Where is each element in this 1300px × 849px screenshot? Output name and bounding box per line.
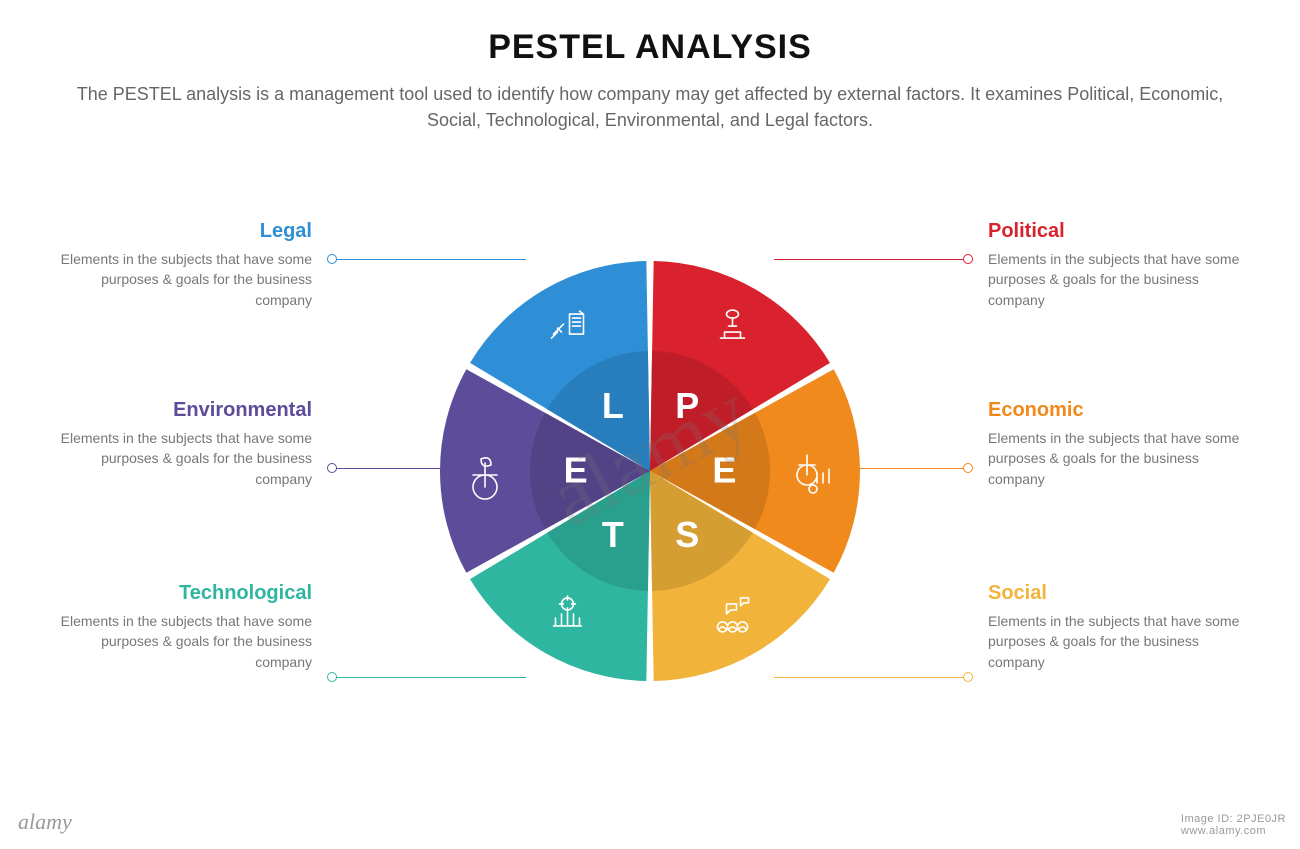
connector-technological	[332, 677, 526, 678]
callout-title-environmental: Environmental	[52, 399, 312, 422]
connector-economic	[855, 468, 968, 469]
connector-political	[774, 259, 968, 260]
watermark-footer-logo: alamy	[18, 809, 72, 835]
callout-title-economic: Economic	[988, 399, 1248, 422]
callout-environmental: Environmental Elements in the subjects th…	[52, 399, 312, 489]
connector-dot-environmental	[327, 463, 337, 473]
connector-dot-economic	[963, 463, 973, 473]
connector-environmental	[332, 468, 445, 469]
slice-letter-economic: E	[712, 449, 736, 490]
connector-dot-legal	[327, 254, 337, 264]
callout-desc-legal: Elements in the subjects that have some …	[52, 249, 312, 310]
connector-legal	[332, 259, 526, 260]
connector-dot-social	[963, 672, 973, 682]
slice-letter-legal: L	[602, 385, 624, 426]
callout-economic: Economic Elements in the subjects that ha…	[988, 399, 1248, 489]
slice-letter-technological: T	[602, 514, 624, 555]
slice-letter-political: P	[675, 385, 699, 426]
callout-title-legal: Legal	[52, 220, 312, 243]
page-subtitle: The PESTEL analysis is a management tool…	[60, 81, 1240, 133]
callout-title-technological: Technological	[52, 582, 312, 605]
callout-political: Political Elements in the subjects that h…	[988, 220, 1248, 310]
slice-letter-environmental: E	[564, 449, 588, 490]
pestel-pie-chart: PESTEL	[430, 251, 870, 691]
connector-dot-political	[963, 254, 973, 264]
callout-desc-environmental: Elements in the subjects that have some …	[52, 428, 312, 489]
slice-letter-social: S	[675, 514, 699, 555]
page-title: PESTEL ANALYSIS	[0, 28, 1300, 67]
watermark-image-id: Image ID: 2PJE0JR www.alamy.com	[1181, 813, 1286, 837]
callout-desc-political: Elements in the subjects that have some …	[988, 249, 1248, 310]
connector-dot-technological	[327, 672, 337, 682]
callout-social: Social Elements in the subjects that have…	[988, 582, 1248, 672]
callout-desc-technological: Elements in the subjects that have some …	[52, 611, 312, 672]
callout-title-social: Social	[988, 582, 1248, 605]
callout-desc-economic: Elements in the subjects that have some …	[988, 428, 1248, 489]
connector-social	[774, 677, 968, 678]
callout-desc-social: Elements in the subjects that have some …	[988, 611, 1248, 672]
callout-technological: Technological Elements in the subjects th…	[52, 582, 312, 672]
callout-legal: Legal Elements in the subjects that have …	[52, 220, 312, 310]
callout-title-political: Political	[988, 220, 1248, 243]
